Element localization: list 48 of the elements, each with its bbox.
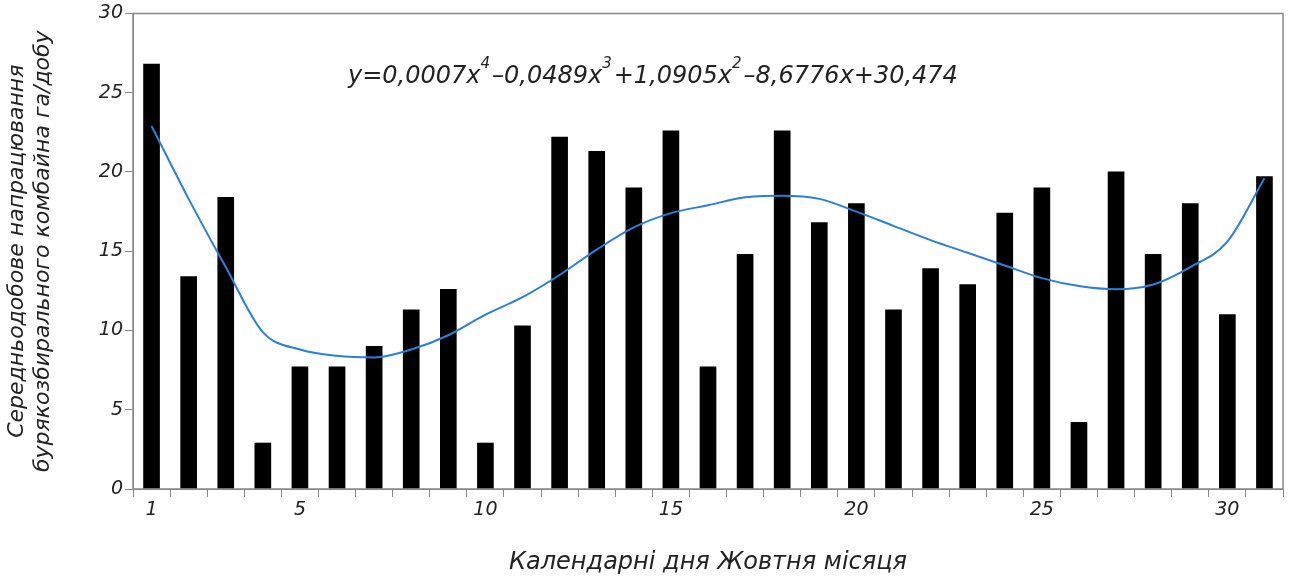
bar	[959, 284, 977, 489]
bar	[588, 150, 606, 489]
y-tick-label: 0	[110, 475, 123, 498]
x-tick-label: 15	[658, 497, 683, 520]
bar	[1033, 187, 1051, 489]
bar	[736, 254, 754, 489]
bar	[143, 63, 160, 489]
x-tick-label: 10	[473, 497, 498, 520]
x-tick-label: 5	[293, 497, 306, 520]
bar	[1181, 203, 1199, 489]
bar	[180, 276, 197, 489]
bar	[1107, 171, 1125, 489]
bar	[699, 366, 717, 489]
bar	[625, 187, 643, 489]
x-tick-label: 1	[145, 497, 158, 520]
bar	[291, 366, 309, 489]
bar	[402, 309, 420, 489]
x-tick-label: 25	[1029, 497, 1054, 520]
y-tick-label: 15	[98, 238, 123, 261]
bar	[848, 203, 865, 489]
y-tick-label: 5	[110, 396, 123, 419]
bar	[217, 196, 235, 489]
bar	[1144, 254, 1162, 489]
bar	[551, 136, 568, 489]
bar	[662, 130, 680, 489]
bar	[1219, 314, 1236, 489]
bar	[1256, 176, 1273, 489]
x-tick-label: 30	[1215, 497, 1240, 520]
bar	[810, 222, 828, 489]
bar	[773, 130, 791, 489]
bar	[328, 366, 346, 489]
y-tick-label: 20	[98, 158, 123, 181]
bar	[365, 345, 383, 489]
bar	[1070, 422, 1088, 489]
y-tick-label: 10	[98, 317, 123, 340]
bar	[885, 309, 902, 489]
bar	[922, 268, 939, 489]
x-tick-label: 20	[844, 497, 869, 520]
y-axis-title: Середньодобове напрацювання бурякозбирального комбайна га/добу	[2, 29, 55, 473]
y-tick-label: 30	[98, 0, 123, 23]
bar	[996, 212, 1014, 489]
bar	[439, 288, 457, 489]
bar	[477, 442, 494, 489]
bar	[254, 442, 272, 489]
line-series	[150, 124, 1266, 359]
y-tick-label: 25	[98, 79, 123, 102]
bar	[514, 325, 531, 489]
x-axis-title: Календарні дня Жовтня місяця	[508, 546, 908, 575]
